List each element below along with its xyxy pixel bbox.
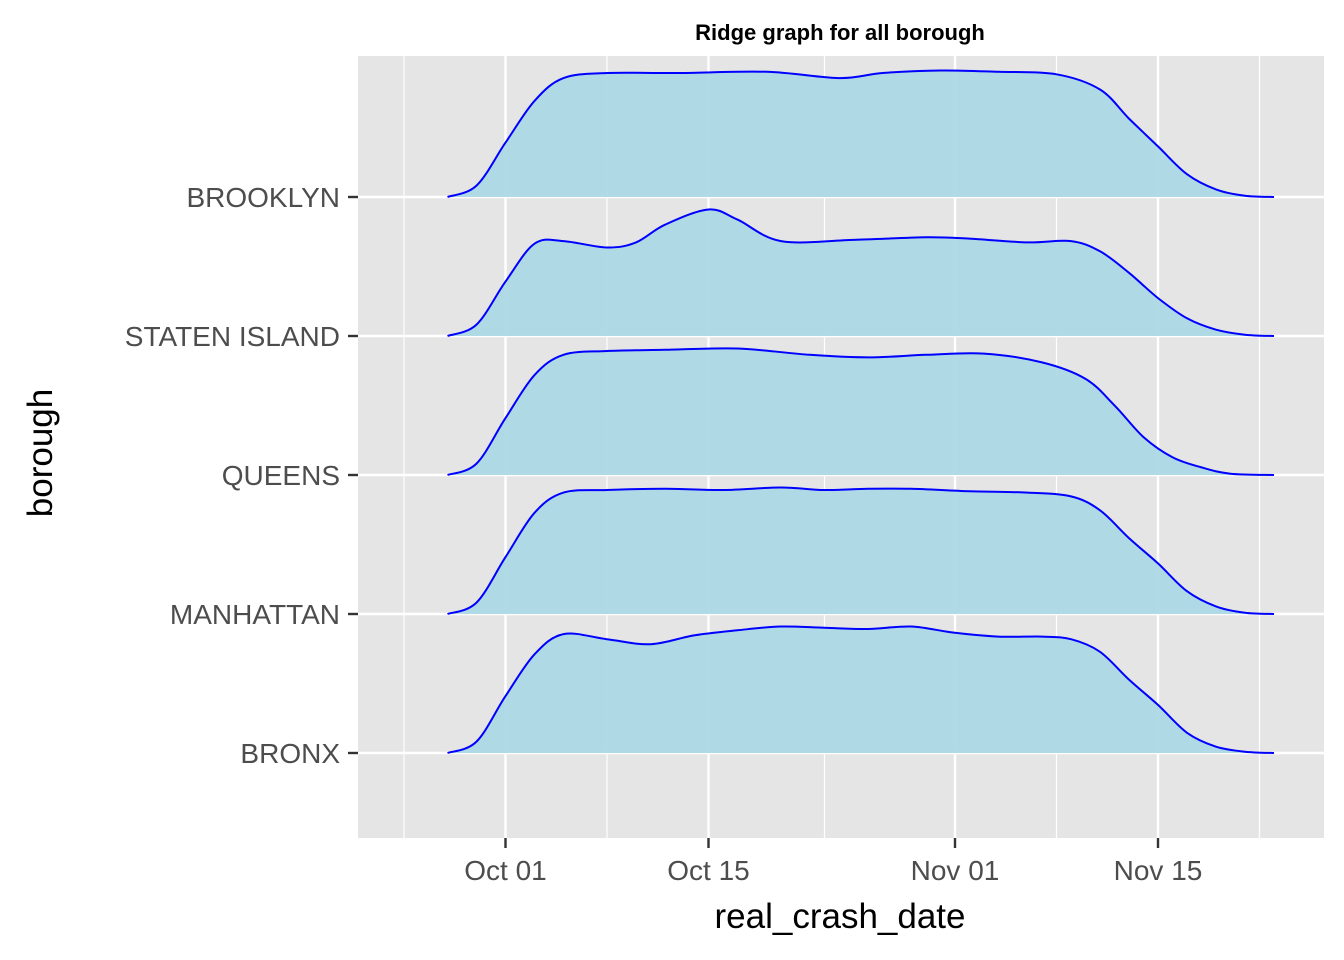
y-tick-label: MANHATTAN	[170, 599, 340, 630]
ridge-line	[447, 69, 1275, 198]
ridge-area	[447, 70, 1274, 197]
ridges	[447, 69, 1275, 754]
ridge-line	[447, 208, 1275, 337]
y-axis: BRONX MANHATTAN QUEENS STATEN ISLAND BROOKLY…	[125, 182, 358, 769]
ridge-line	[447, 347, 1275, 476]
ridge-manhattan	[447, 486, 1275, 615]
ridge-area	[447, 626, 1274, 753]
ridge-queens	[447, 347, 1275, 476]
y-tick-label: STATEN ISLAND	[125, 321, 340, 352]
ridge-bronx	[447, 625, 1275, 754]
ridge-area	[447, 487, 1274, 614]
ridge-brooklyn	[447, 69, 1275, 198]
x-axis-title: real_crash_date	[715, 897, 966, 936]
y-axis-title: borough	[21, 389, 60, 517]
ridge-staten-island	[447, 208, 1275, 337]
x-tick-label: Oct 15	[667, 855, 749, 886]
ridge-line	[447, 486, 1275, 615]
y-tick-label: BRONX	[240, 738, 340, 769]
chart-title: Ridge graph for all borough	[695, 20, 985, 45]
y-tick-label: BROOKLYN	[186, 182, 340, 213]
x-tick-label: Oct 01	[464, 855, 546, 886]
ridge-line	[447, 625, 1275, 754]
y-tick-label: QUEENS	[222, 460, 340, 491]
x-axis: Oct 01 Oct 15 Nov 01 Nov 15	[464, 838, 1202, 886]
ridge-area	[447, 348, 1274, 475]
x-tick-label: Nov 01	[911, 855, 1000, 886]
x-tick-label: Nov 15	[1114, 855, 1203, 886]
